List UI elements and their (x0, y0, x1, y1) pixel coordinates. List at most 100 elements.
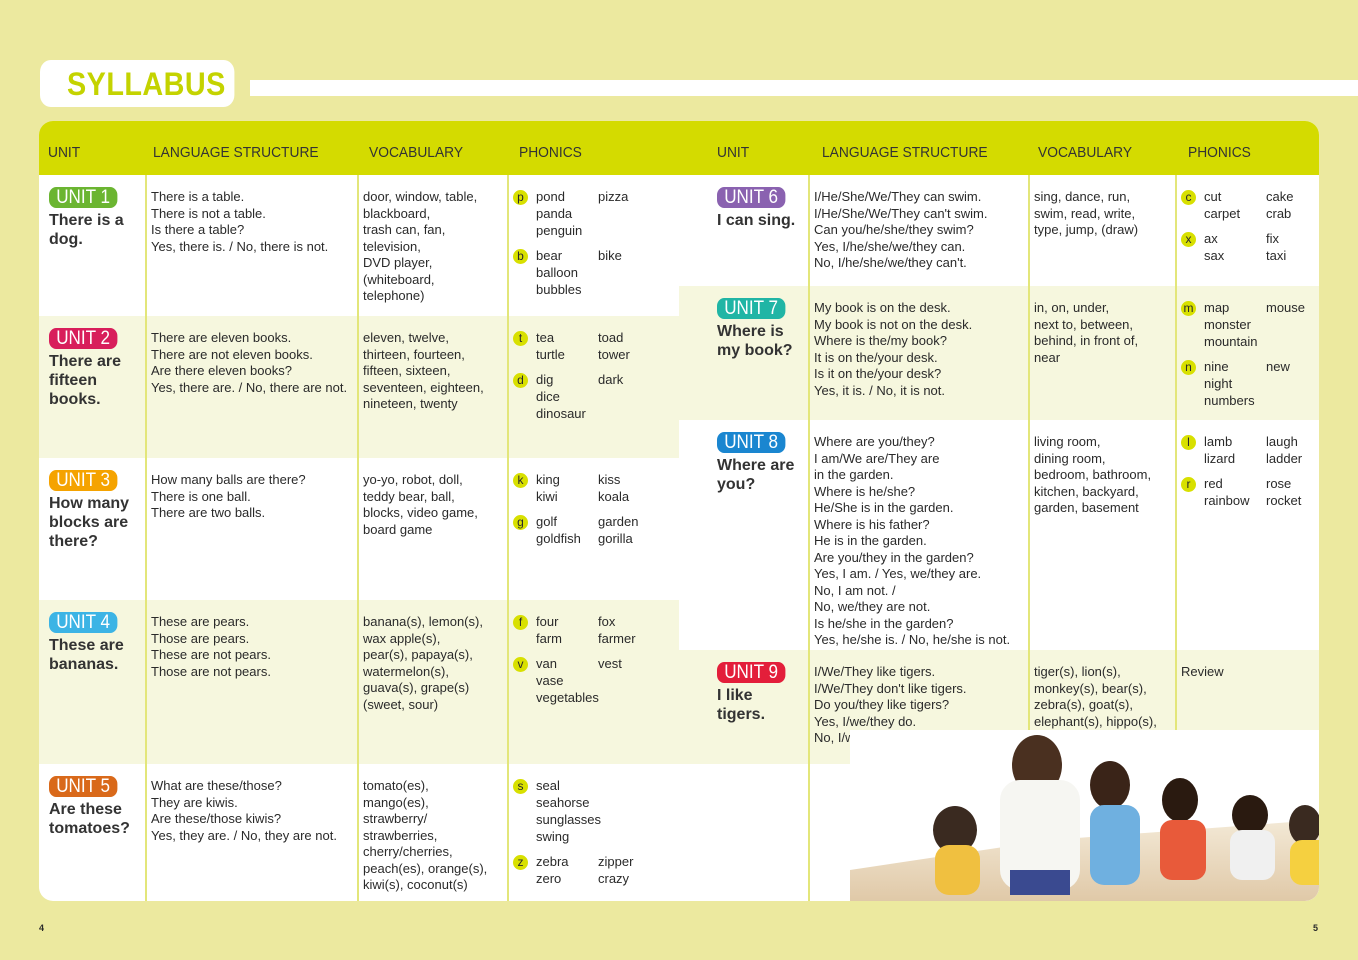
phonics-letter-icon: f (513, 615, 528, 630)
column-divider (507, 175, 509, 901)
phonics-group: v van vest vase vegetables (513, 656, 679, 707)
phonics-group: s seal seahorse sunglasses swing (513, 778, 679, 846)
phonics-line: s seal (513, 778, 679, 795)
phonics-word: vest (598, 656, 622, 671)
phonics-group: m map mouse monster mountain (1181, 300, 1319, 351)
phonics-group: g golf garden goldfish gorilla (513, 514, 679, 548)
phonics-word: zero (536, 871, 562, 886)
phonics-word: bike (598, 248, 622, 263)
phonics-line: l lamb laugh (1181, 434, 1319, 451)
header-band (250, 80, 1358, 96)
vocabulary-cell: yo-yo, robot, doll, teddy bear, ball, bl… (363, 472, 478, 537)
header-language-structure: LANGUAGE STRUCTURE (822, 144, 988, 161)
syllabus-table-left: UNIT LANGUAGE STRUCTURE VOCABULARY PHONI… (39, 121, 679, 901)
header-vocabulary: VOCABULARY (369, 144, 464, 161)
phonics-cell: m map mouse monster mountain n nine new night num… (1181, 286, 1319, 420)
vocabulary-cell: sing, dance, run, swim, read, write, typ… (1034, 189, 1139, 237)
vocabulary-cell: tomato(es), mango(es), strawberry/ straw… (363, 778, 488, 892)
phonics-word: fix (1266, 231, 1279, 246)
unit-title: I can sing. (717, 212, 796, 229)
unit-title: I like tigers. (717, 687, 766, 723)
phonics-word: lamb (1204, 434, 1233, 449)
phonics-word: red (1204, 476, 1223, 491)
phonics-line: r red rose (1181, 476, 1319, 493)
phonics-word: lizard (1204, 451, 1236, 466)
phonics-word: rose (1266, 476, 1292, 491)
phonics-word: balloon (536, 265, 578, 280)
phonics-word: turtle (536, 347, 565, 362)
phonics-line: vase (513, 673, 679, 690)
phonics-word: nine (1204, 359, 1229, 374)
phonics-line: g golf garden (513, 514, 679, 531)
unit-badge: UNIT 3 (49, 470, 118, 491)
phonics-word: seahorse (536, 795, 590, 810)
phonics-word: monster (1204, 317, 1251, 332)
phonics-line: p pond pizza (513, 189, 679, 206)
phonics-word: vase (536, 673, 564, 688)
phonics-line: bubbles (513, 282, 679, 299)
phonics-word: crab (1266, 206, 1292, 221)
unit-cell: UNIT 7 Where is my book? (717, 286, 845, 420)
phonics-word: night (1204, 376, 1233, 391)
unit-cell: UNIT 6 I can sing. (717, 175, 845, 286)
vocabulary-cell: in, on, under, next to, between, behind,… (1034, 300, 1139, 365)
phonics-word: penguin (536, 223, 583, 238)
unit-title: These are bananas. (49, 637, 124, 673)
phonics-line: dice (513, 389, 679, 406)
unit-cell: UNIT 3 How many blocks are there? (49, 458, 145, 600)
phonics-group: b bear bike balloon bubbles (513, 248, 679, 299)
phonics-word: bubbles (536, 282, 582, 297)
phonics-word: kiwi (536, 489, 558, 504)
phonics-line: night (1181, 376, 1319, 393)
unit-title: Are these tomatoes? (49, 801, 130, 837)
phonics-line: swing (513, 829, 679, 846)
phonics-line: vegetables (513, 690, 679, 707)
phonics-cell: k king kiss kiwi koala g golf garden goldfish gor… (513, 458, 679, 600)
phonics-group: n nine new night numbers (1181, 359, 1319, 410)
phonics-letter-icon: x (1181, 232, 1196, 247)
phonics-word: pond (536, 189, 565, 204)
unit-title: There are fifteen books. (49, 353, 122, 408)
phonics-word: taxi (1266, 248, 1287, 263)
phonics-group: p pond pizza panda penguin (513, 189, 679, 240)
phonics-word: dice (536, 389, 560, 404)
phonics-line: seahorse (513, 795, 679, 812)
phonics-word: mouse (1266, 300, 1306, 315)
unit-badge: UNIT 5 (49, 776, 118, 797)
phonics-word: fox (598, 614, 616, 629)
column-divider (145, 175, 147, 901)
phonics-word: bear (536, 248, 563, 263)
phonics-word: gorilla (598, 531, 633, 546)
phonics-line: balloon (513, 265, 679, 282)
unit-title: There is a dog. (49, 212, 124, 248)
phonics-line: carpet crab (1181, 206, 1319, 223)
header-phonics: PHONICS (519, 144, 582, 161)
phonics-letter-icon: k (513, 473, 528, 488)
unit-row: UNIT 3 How many blocks are there? How many… (39, 458, 679, 600)
phonics-word: crazy (598, 871, 630, 886)
unit-badge: UNIT 2 (49, 328, 118, 349)
phonics-line: turtle tower (513, 347, 679, 364)
phonics-word: king (536, 472, 560, 487)
syllabus-table-right: UNIT LANGUAGE STRUCTURE VOCABULARY PHONI… (679, 121, 1319, 901)
phonics-word: cake (1266, 189, 1294, 204)
header-language-structure: LANGUAGE STRUCTURE (153, 144, 319, 161)
header-unit: UNIT (48, 144, 81, 161)
phonics-word: rainbow (1204, 493, 1250, 508)
phonics-letter-icon: l (1181, 435, 1196, 450)
language-structure-cell: These are pears. Those are pears. These … (151, 614, 271, 679)
unit-row: UNIT 1 There is a dog. There is a table. T… (39, 175, 679, 316)
phonics-line: c cut cake (1181, 189, 1319, 206)
phonics-line: dinosaur (513, 406, 679, 423)
phonics-group: l lamb laugh lizard ladder (1181, 434, 1319, 468)
phonics-group: x ax fix sax taxi (1181, 231, 1319, 265)
phonics-word: map (1204, 300, 1230, 315)
phonics-line: zero crazy (513, 871, 679, 888)
phonics-word: tea (536, 330, 555, 345)
unit-row: UNIT 4 These are bananas. These are pears.… (39, 600, 679, 764)
unit-title: How many blocks are there? (49, 495, 130, 550)
phonics-line: farm farmer (513, 631, 679, 648)
phonics-word: vegetables (536, 690, 599, 705)
phonics-word: ax (1204, 231, 1218, 246)
phonics-line: d dig dark (513, 372, 679, 389)
